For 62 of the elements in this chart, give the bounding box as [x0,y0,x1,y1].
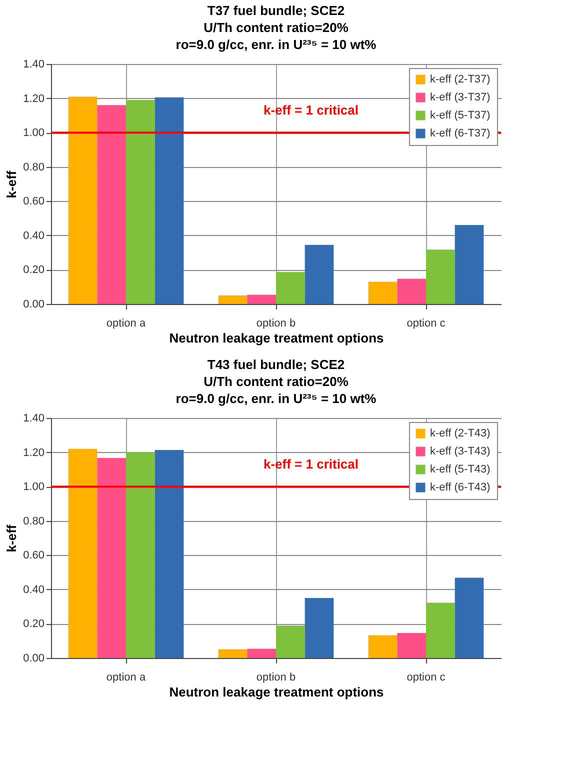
y-tick-label: 0.00 [23,298,44,310]
bar [126,100,155,304]
y-tick-label: 1.00 [23,481,44,494]
legend-label: k-eff (5-T37) [430,110,490,122]
bar [218,295,248,304]
bar [218,649,248,658]
bar [454,224,484,304]
bar [368,635,398,658]
bar [276,272,305,304]
x-axis-title: Neutron leakage treatment options [169,684,384,700]
legend-label: k-eff (3-T37) [430,92,490,104]
bar [97,458,126,658]
chart-title: T37 fuel bundle; SCE2 U/Th content ratio=20% ro=9.0 g/cc, enr. in U²³⁵ = 10 wt% [176,3,377,52]
y-axis-title: k-eff [4,170,20,198]
bar [126,452,155,658]
bar [68,96,98,304]
bar [397,278,426,304]
bar [247,648,276,658]
x-tick-label: option c [406,672,446,684]
y-tick-label: 1.40 [23,412,44,424]
bar [276,626,305,658]
x-axis-title: Neutron leakage treatment options [169,330,384,346]
legend-label: k-eff (3-T43) [430,446,490,458]
chart-title: T43 fuel bundle; SCE2 U/Th content ratio=20% ro=9.0 g/cc, enr. in U²³⁵ = 10 wt% [176,357,377,406]
bar [304,598,334,658]
legend-label: k-eff (2-T43) [430,428,490,440]
y-tick-label: 0.20 [23,264,44,276]
bar [397,632,426,658]
x-tick-label: option c [406,318,446,330]
y-tick-label: 0.60 [23,550,44,562]
y-tick-label: 0.20 [23,618,44,630]
bar [426,602,455,658]
bar [426,250,455,304]
legend-label: k-eff (6-T37) [430,128,490,140]
bar [97,105,126,304]
bar [247,294,276,304]
legend-label: k-eff (5-T43) [430,464,490,476]
y-tick-label: 0.00 [23,652,44,664]
y-tick-label: 1.20 [23,446,44,459]
x-tick-label: option a [106,318,146,330]
legend-label: k-eff (2-T37) [430,74,490,86]
legend-label: k-eff (6-T43) [430,482,490,494]
bar [154,450,184,658]
y-tick-label: 1.00 [23,127,44,140]
y-tick-label: 0.40 [23,584,44,596]
y-tick-label: 1.40 [23,58,44,70]
x-tick-label: option b [256,318,296,330]
bar [368,282,398,304]
y-tick-label: 1.20 [23,92,44,105]
bar [154,97,184,304]
y-axis-title: k-eff [4,524,20,552]
bar [454,578,484,658]
bar [304,244,334,304]
y-tick-label: 0.80 [23,161,44,174]
ref-line-label: k-eff = 1 critical [263,456,359,472]
ref-line-label: k-eff = 1 critical [263,102,359,118]
y-tick-label: 0.40 [23,230,44,242]
y-tick-label: 0.80 [23,515,44,528]
y-tick-label: 0.60 [23,196,44,208]
x-tick-label: option a [106,672,146,684]
bar [68,448,98,658]
x-tick-label: option b [256,672,296,684]
